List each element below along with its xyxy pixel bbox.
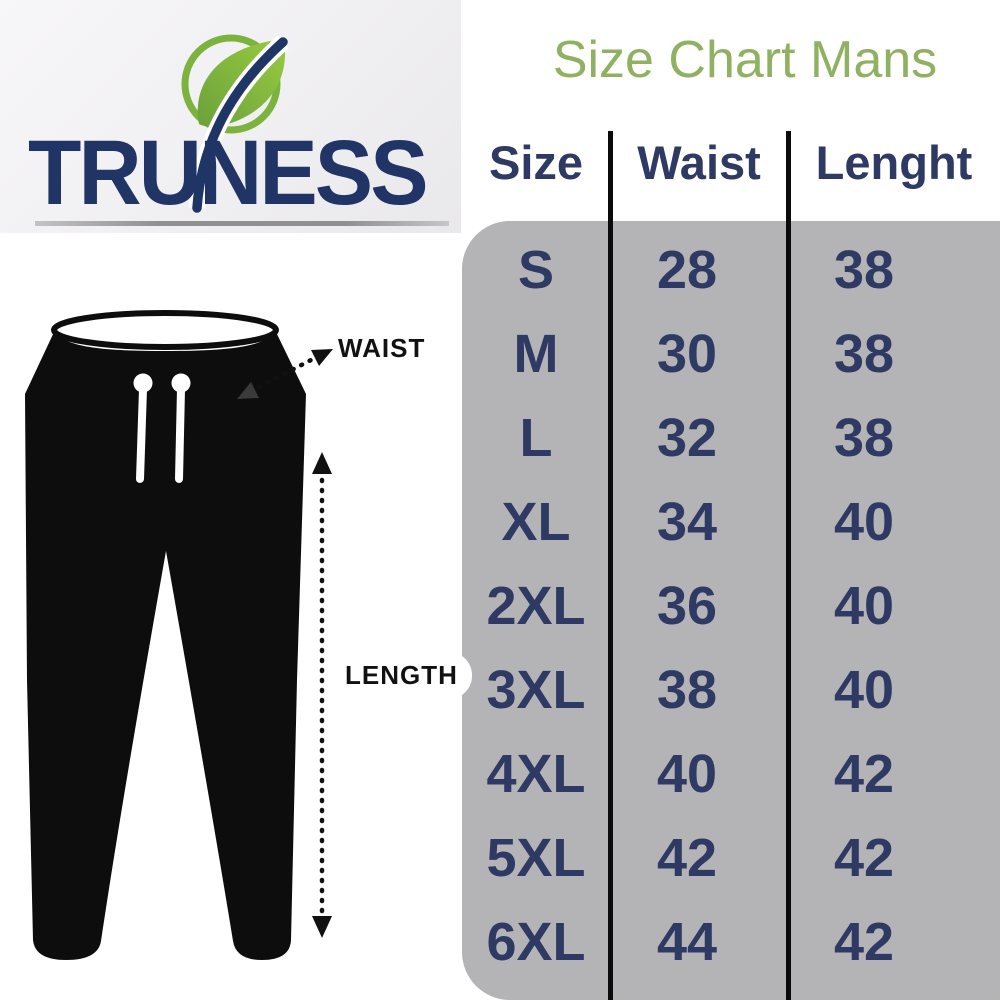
length-label-pill: LENGTH [331, 652, 472, 699]
brand-underline [35, 221, 449, 226]
column-divider [608, 131, 613, 1000]
table-cell: 38 [833, 324, 895, 384]
table-header-row: Size Waist Lenght [462, 130, 1000, 194]
table-cell: 28 [656, 240, 718, 300]
waistband-opening [51, 310, 279, 350]
drawstring-knob [133, 373, 153, 393]
table-cell: L [519, 408, 553, 468]
page-title: Size Chart Mans [552, 31, 938, 89]
header-length: Lenght [815, 135, 973, 189]
table-cell: 42 [833, 828, 895, 888]
table-cell: 5XL [486, 828, 586, 888]
table-cell: 42 [656, 828, 718, 888]
table-cell: 32 [656, 408, 718, 468]
table-cell: XL [501, 492, 571, 552]
brand-name: TRUNESS [28, 122, 429, 224]
table-cell: 36 [656, 576, 718, 636]
table-cell: 38 [833, 240, 895, 300]
column-divider [786, 131, 791, 1000]
length-arrow-icon [312, 452, 332, 938]
pants-diagram [25, 310, 333, 960]
length-label: LENGTH [345, 660, 458, 690]
drawstring-knob [171, 373, 191, 393]
leaf-icon [181, 34, 289, 213]
waist-label: WAIST [338, 333, 426, 363]
table-cell: 40 [833, 492, 895, 552]
table-cell: 40 [833, 576, 895, 636]
table-cell: 30 [656, 324, 718, 384]
table-cell: 40 [833, 660, 895, 720]
table-panel [462, 221, 1000, 1000]
table-cell: 34 [656, 492, 718, 552]
drawstring [136, 385, 147, 483]
table-cell: 38 [833, 408, 895, 468]
header-size: Size [488, 135, 584, 189]
table-cell: 44 [656, 912, 718, 972]
table-cell: M [513, 324, 559, 384]
table-cell: 42 [833, 744, 895, 804]
header-waist: Waist [637, 135, 761, 189]
table-cell: 38 [656, 660, 718, 720]
brand-logo: TRUNESS [0, 0, 461, 233]
table-cell: 4XL [486, 744, 586, 804]
waist-arrow-icon [237, 349, 333, 399]
table-body: S 28 38 M 30 38 L 32 38 XL 34 40 2XL 36 … [462, 228, 1000, 984]
table-cell: 42 [833, 912, 895, 972]
table-cell: 2XL [486, 576, 586, 636]
table-cell: 40 [656, 744, 718, 804]
table-cell: 3XL [486, 660, 586, 720]
table-cell: 6XL [486, 912, 586, 972]
drawstring [175, 385, 185, 483]
table-cell: S [517, 240, 555, 300]
pants-silhouette [25, 330, 306, 960]
